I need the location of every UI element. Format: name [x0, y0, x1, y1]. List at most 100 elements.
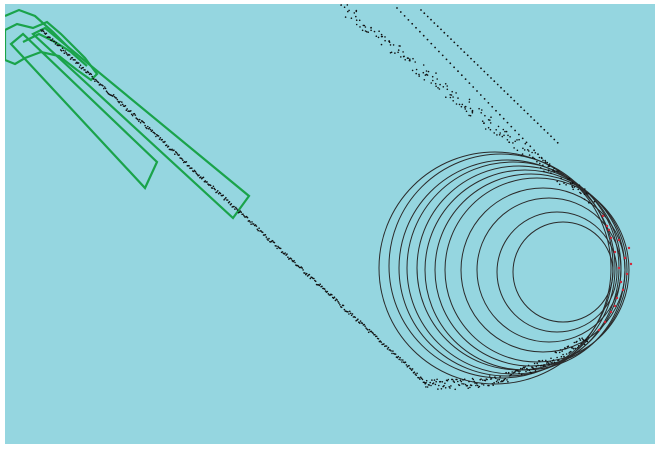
particle-point	[528, 150, 530, 152]
particle-point	[444, 382, 446, 385]
particle-point	[173, 149, 175, 151]
particle-point	[431, 75, 434, 78]
particle-point	[437, 388, 439, 390]
particle-point	[265, 236, 268, 238]
particle-point	[399, 356, 401, 359]
particle-point	[451, 378, 454, 381]
particle-point	[174, 153, 176, 155]
particle-point	[239, 210, 242, 212]
particle-point	[430, 384, 432, 387]
particle-point	[397, 49, 400, 51]
particle-point	[375, 35, 378, 37]
particle-point	[425, 382, 427, 384]
particle-point	[548, 165, 551, 168]
particle-point	[367, 31, 370, 33]
particle-point	[87, 71, 90, 74]
particle-point	[428, 384, 431, 386]
particle-point	[579, 339, 582, 341]
particle-point	[434, 383, 437, 386]
particle-point	[365, 30, 368, 33]
particle-point	[449, 62, 452, 65]
particle-point	[112, 95, 114, 97]
particle-point	[549, 361, 551, 363]
particle-point	[151, 129, 154, 132]
particle-point	[305, 273, 307, 276]
particle-point	[354, 316, 357, 319]
particle-point	[118, 101, 120, 104]
particle-point	[476, 64, 479, 66]
particle-point	[415, 68, 418, 71]
particle-point	[68, 54, 71, 56]
particle-point	[526, 112, 529, 115]
particle-point	[412, 57, 414, 60]
particle-point	[344, 16, 347, 18]
particle-point	[436, 78, 439, 80]
particle-point	[475, 384, 477, 387]
particle-point	[64, 50, 66, 52]
particle-point	[514, 371, 516, 373]
particle-point	[164, 140, 166, 143]
particle-point	[528, 369, 531, 372]
particle-point	[397, 355, 400, 358]
particle-point	[536, 160, 538, 163]
particle-point	[455, 92, 457, 94]
particle-point	[444, 387, 447, 389]
particle-point	[564, 347, 567, 350]
particle-point	[411, 22, 414, 25]
particle-point	[426, 386, 429, 388]
particle-point	[571, 186, 574, 188]
particle-point	[511, 371, 513, 373]
particle-point	[553, 167, 555, 170]
particle-point	[209, 184, 212, 187]
particle-point	[563, 355, 565, 358]
particle-point	[439, 380, 442, 383]
particle-point	[478, 107, 480, 110]
particle-point	[505, 130, 508, 133]
particle-point	[541, 359, 544, 362]
particle-point	[487, 102, 490, 104]
particle-point	[216, 191, 218, 193]
particle-point	[548, 363, 551, 366]
red-highlight-point	[623, 256, 627, 260]
particle-point	[248, 220, 251, 222]
particle-point	[106, 91, 109, 94]
particle-point	[273, 241, 276, 244]
particle-point	[359, 26, 361, 28]
particle-point	[463, 383, 465, 385]
red-highlight-point	[619, 280, 623, 284]
particle-point	[430, 42, 433, 45]
particle-point	[171, 148, 173, 151]
particle-point	[503, 378, 506, 381]
particle-point	[380, 341, 383, 343]
particle-point	[521, 137, 524, 140]
particle-point	[552, 359, 555, 361]
particle-point	[495, 380, 498, 383]
particle-point	[512, 142, 514, 144]
particle-point	[414, 61, 417, 63]
particle-point	[446, 85, 449, 87]
particle-point	[254, 224, 257, 226]
particle-point	[159, 137, 162, 139]
particle-point	[538, 156, 541, 159]
particle-point	[104, 87, 107, 90]
particle-point	[45, 32, 48, 35]
particle-point	[432, 382, 435, 384]
particle-point	[567, 178, 569, 181]
particle-point	[419, 378, 421, 380]
particle-point	[546, 132, 549, 134]
particle-point	[499, 113, 501, 116]
particle-point	[165, 144, 168, 146]
particle-point	[546, 361, 549, 363]
particle-point	[260, 230, 262, 232]
particle-point	[520, 106, 522, 108]
particle-point	[386, 348, 389, 350]
particle-point	[374, 333, 376, 336]
particle-point	[304, 272, 306, 274]
particle-point	[581, 337, 583, 340]
particle-point	[450, 94, 453, 96]
particle-point	[71, 56, 74, 59]
particle-point	[494, 376, 496, 378]
particle-point	[530, 372, 532, 374]
particle-point	[367, 329, 369, 331]
particle-point	[149, 128, 152, 131]
